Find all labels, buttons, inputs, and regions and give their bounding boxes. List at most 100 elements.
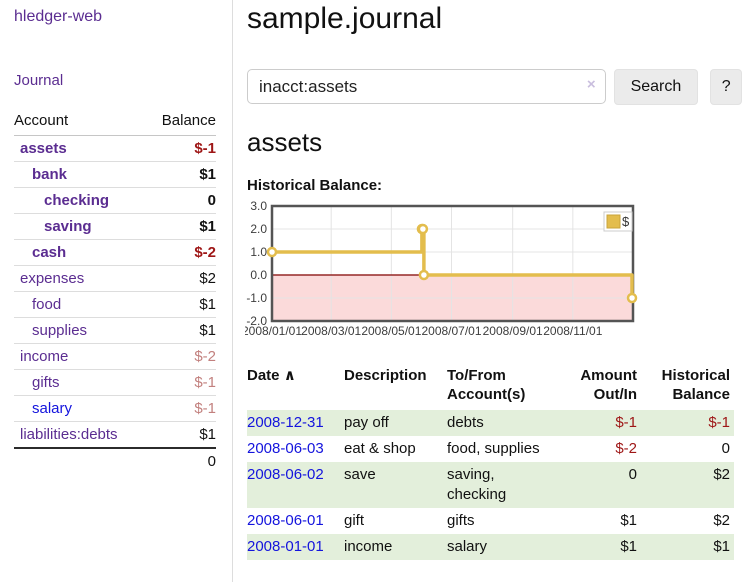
transaction-accounts: saving, checking	[447, 466, 507, 503]
transaction-balance: $1	[713, 538, 730, 555]
transaction-description: pay off	[344, 414, 389, 431]
sidebar-account-row: saving $1	[14, 213, 216, 240]
help-button[interactable]: ?	[710, 69, 742, 105]
sidebar-account-row: liabilities:debts $1	[14, 421, 216, 448]
historical-balance-chart[interactable]: $3.0 2.0 1.0 0.0 -1.0 -2.0 2008/01/01 2008/03/0…	[242, 199, 715, 348]
svg-text:2008/03/01: 2008/03/01	[301, 324, 361, 338]
transaction-row[interactable]: 2008-12-31 pay off debts $-1 $-1	[247, 410, 734, 436]
transaction-accounts: salary	[447, 538, 488, 555]
nav-journal-link[interactable]: Journal	[14, 72, 64, 89]
search-input[interactable]	[247, 69, 606, 104]
transaction-amount: $1	[620, 512, 637, 529]
brand-link[interactable]: hledger-web	[14, 8, 103, 25]
sidebar-account-link-food[interactable]: food	[32, 296, 62, 313]
transaction-row[interactable]: 2008-06-01 gift gifts $1 $2	[247, 508, 734, 534]
sidebar-account-row: assets $-1	[14, 136, 216, 162]
sidebar: hledger-web Journal Account Balance asse…	[0, 0, 233, 582]
sidebar-account-row: supplies $1	[14, 317, 216, 344]
transaction-date-link[interactable]: 2008-12-31	[247, 414, 324, 431]
svg-text:3.0: 3.0	[250, 200, 267, 213]
sidebar-account-link-expenses[interactable]: expenses	[20, 270, 85, 287]
sidebar-account-link-checking[interactable]: checking	[44, 192, 110, 209]
transaction-row[interactable]: 2008-06-03 eat & shop food, supplies $-2 0	[247, 436, 734, 462]
transaction-row[interactable]: 2008-06-02 save saving, checking 0 $2	[247, 462, 734, 508]
svg-text:2008/01/01: 2008/01/01	[245, 324, 302, 338]
account-heading: assets	[247, 127, 323, 157]
sidebar-account-row: checking 0	[14, 187, 216, 214]
transaction-amount: $-2	[615, 440, 637, 457]
account-balance: $1	[146, 317, 216, 344]
account-balance: $1	[146, 213, 216, 240]
transaction-date-link[interactable]: 2008-01-01	[247, 538, 324, 555]
account-balance: $-2	[146, 239, 216, 266]
transaction-date-link[interactable]: 2008-06-03	[247, 440, 324, 457]
transaction-accounts: food, supplies	[447, 440, 540, 457]
sidebar-account-link-liabilities-debts[interactable]: liabilities:debts	[20, 426, 118, 443]
sidebar-total-balance: 0	[146, 447, 216, 474]
transaction-date-link[interactable]: 2008-06-02	[247, 466, 324, 483]
svg-text:1.0: 1.0	[250, 245, 267, 259]
svg-text:2008/05/01: 2008/05/01	[361, 324, 421, 338]
sidebar-account-row: food $1	[14, 291, 216, 318]
svg-text:0.0: 0.0	[250, 268, 267, 282]
sidebar-account-link-salary[interactable]: salary	[32, 400, 73, 417]
clear-search-icon[interactable]: ×	[586, 76, 596, 93]
chart-title: Historical Balance:	[247, 177, 383, 194]
transaction-balance: $2	[713, 512, 730, 529]
sidebar-account-row: gifts $-1	[14, 369, 216, 396]
svg-text:-1.0: -1.0	[246, 291, 267, 305]
sidebar-total-row: 0	[14, 447, 216, 474]
sidebar-account-link-gifts[interactable]: gifts	[32, 374, 60, 391]
register-table: Date ∧ Description To/From Account(s) Am…	[247, 364, 734, 560]
brand: hledger-web	[14, 8, 232, 26]
svg-text:2008/07/01: 2008/07/01	[421, 324, 481, 338]
account-balance: $1	[146, 161, 216, 188]
sidebar-account-row: expenses $2	[14, 265, 216, 292]
balance-column-header: Balance	[146, 109, 216, 136]
svg-text:2008/09/01: 2008/09/01	[483, 324, 543, 338]
sidebar-account-row: income $-2	[14, 343, 216, 370]
sidebar-account-link-assets[interactable]: assets	[20, 140, 67, 157]
sidebar-account-rows: assets $-1 bank $1 checking 0 saving $1 cash $-2 e…	[14, 136, 216, 448]
transaction-amount: $-1	[615, 414, 637, 431]
transaction-row[interactable]: 2008-01-01 income salary $1 $1	[247, 534, 734, 560]
sort-ascending-icon: ∧	[283, 367, 296, 384]
account-balance: $1	[146, 421, 216, 448]
sidebar-account-link-bank[interactable]: bank	[32, 166, 68, 183]
transaction-date-link[interactable]: 2008-06-01	[247, 512, 324, 529]
sidebar-accounts-table: Account Balance assets $-1 bank $1 checking 0…	[14, 109, 216, 474]
amount-column-header: Amount Out/In	[580, 367, 637, 403]
transaction-amount: $1	[620, 538, 637, 555]
description-column-header: Description	[344, 367, 427, 384]
register-header-row: Date ∧ Description To/From Account(s) Am…	[247, 364, 734, 410]
sidebar-account-link-cash[interactable]: cash	[32, 244, 67, 261]
sidebar-account-link-saving[interactable]: saving	[44, 218, 92, 235]
legend-series-swatch	[606, 214, 621, 229]
transaction-accounts: debts	[447, 414, 484, 431]
main-content: sample.journal × Search ? assets Histori…	[242, 0, 742, 560]
account-balance: $2	[146, 265, 216, 292]
transaction-description: income	[344, 538, 393, 555]
sidebar-account-link-supplies[interactable]: supplies	[32, 322, 88, 339]
transaction-description: save	[344, 466, 376, 483]
svg-text:-2.0: -2.0	[246, 314, 267, 328]
transaction-description: gift	[344, 512, 365, 529]
sidebar-account-link-income[interactable]: income	[20, 348, 69, 365]
svg-text:2008/11/01: 2008/11/01	[543, 324, 602, 338]
search-button[interactable]: Search	[613, 69, 699, 105]
page-title: sample.journal	[247, 2, 443, 35]
transaction-description: eat & shop	[344, 440, 416, 457]
date-column-header[interactable]: Date ∧	[247, 367, 296, 384]
account-balance: $-2	[146, 343, 216, 370]
sidebar-nav: Journal	[14, 72, 232, 89]
transaction-amount: 0	[628, 466, 637, 483]
account-column-header: Account	[14, 109, 147, 136]
sidebar-account-row: salary $-1	[14, 395, 216, 422]
transaction-balance: $-1	[708, 414, 730, 431]
transaction-balance: $2	[713, 466, 730, 483]
sidebar-account-row: bank $1	[14, 161, 216, 188]
account-balance: 0	[146, 187, 216, 214]
account-balance: $-1	[146, 369, 216, 396]
sidebar-account-row: cash $-2	[14, 239, 216, 266]
